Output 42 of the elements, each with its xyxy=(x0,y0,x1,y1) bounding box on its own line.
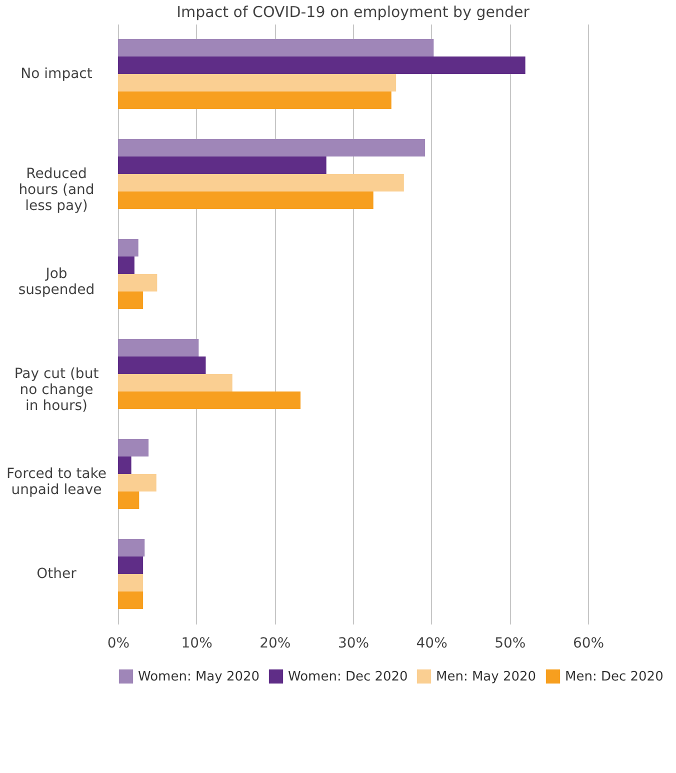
bar xyxy=(118,556,144,574)
y-tick-label: Forced to take unpaid leave xyxy=(6,466,107,498)
bar xyxy=(118,274,158,292)
bar xyxy=(118,174,404,192)
x-tick-label: 30% xyxy=(338,636,370,652)
legend-label: Men: Dec 2020 xyxy=(565,669,664,684)
bar xyxy=(118,256,134,274)
bar xyxy=(118,574,144,592)
bar xyxy=(118,539,145,556)
bar xyxy=(118,392,301,409)
y-tick-label: Job suspended xyxy=(18,266,95,298)
bar xyxy=(118,356,206,374)
legend-label: Men: May 2020 xyxy=(436,669,536,684)
bar xyxy=(118,56,526,74)
bar xyxy=(118,374,232,392)
bar xyxy=(118,292,144,309)
x-tick-label: 50% xyxy=(494,636,526,652)
bar xyxy=(118,239,138,256)
bar xyxy=(118,39,434,56)
bar xyxy=(118,474,156,492)
bar xyxy=(118,339,199,356)
bar xyxy=(118,592,144,609)
bar xyxy=(118,92,392,109)
y-tick-label: No impact xyxy=(20,66,93,82)
x-tick-label: 0% xyxy=(107,636,130,652)
x-tick-label: 40% xyxy=(416,636,448,652)
chart-title: Impact of COVID-19 on employment by gender xyxy=(176,3,530,21)
bar xyxy=(118,139,426,156)
x-tick-label: 10% xyxy=(181,636,212,652)
bar xyxy=(118,492,140,509)
x-tick-label: 60% xyxy=(572,636,604,652)
bar xyxy=(118,439,149,456)
y-tick-label: Other xyxy=(36,566,77,582)
bar xyxy=(118,156,326,174)
bar xyxy=(118,74,396,92)
legend-label: Women: Dec 2020 xyxy=(288,669,408,684)
bar xyxy=(118,456,132,474)
bar xyxy=(118,192,374,209)
y-tick-label: Reduced hours (and less pay) xyxy=(18,166,94,214)
legend-label: Women: May 2020 xyxy=(138,669,260,684)
x-tick-label: 20% xyxy=(260,636,291,652)
y-tick-label: Pay cut (but no change in hours) xyxy=(14,366,100,414)
